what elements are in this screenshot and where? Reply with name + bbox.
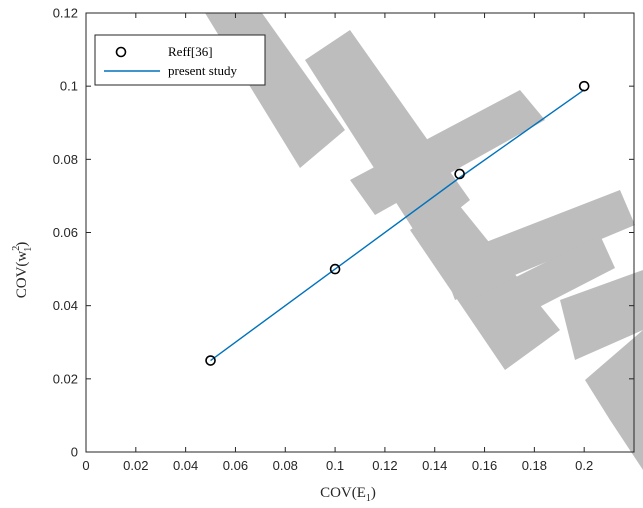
data-point-reff <box>329 263 341 275</box>
watermark-band-6 <box>560 270 643 360</box>
x-tick-label: 0.02 <box>123 458 148 473</box>
series-line-present-study <box>210 89 585 362</box>
x-axis-title: COV(E1) <box>320 485 376 504</box>
watermark-band-4 <box>440 190 635 300</box>
y-tick-label: 0.06 <box>53 225 78 240</box>
x-tick-label: 0.14 <box>422 458 447 473</box>
watermark-band-5 <box>470 235 615 335</box>
x-tick-label: 0.2 <box>575 458 593 473</box>
legend-label-reff: Reff[36] <box>168 44 213 59</box>
watermark-band-2 <box>350 90 545 215</box>
watermark-band-7 <box>585 330 643 470</box>
x-tick-label: 0.12 <box>372 458 397 473</box>
x-tick-label: 0.16 <box>472 458 497 473</box>
data-point-reff <box>578 80 590 92</box>
y-tick-label: 0 <box>71 445 78 460</box>
x-tick-label: 0.06 <box>223 458 248 473</box>
series-layer <box>205 80 590 366</box>
legend-box <box>94 34 266 86</box>
legend: Reff[36] present study <box>94 34 266 86</box>
legend-marker-reff <box>115 46 127 58</box>
x-tick-label: 0.04 <box>173 458 198 473</box>
y-tick-label: 0.02 <box>53 371 78 386</box>
y-axis-title: COV(w21) <box>11 242 34 299</box>
y-tick-label: 0.04 <box>53 298 78 313</box>
y-tick-label: 0.08 <box>53 152 78 167</box>
x-tick-label: 0.08 <box>273 458 298 473</box>
y-tick-label: 0.12 <box>53 6 78 21</box>
x-axis: 0 0.02 0.04 0.06 0.08 0.1 0.12 0.14 0.16 0.18 0.2 <box>82 13 593 473</box>
x-tick-label: 0.18 <box>522 458 547 473</box>
y-axis: 0 0.02 0.04 0.06 0.08 0.1 0.12 <box>53 6 634 460</box>
y-tick-label: 0.1 <box>60 79 78 94</box>
watermark-band-1 <box>305 30 470 240</box>
x-tick-label: 0.1 <box>326 458 344 473</box>
data-point-reff <box>454 168 465 180</box>
data-point-reff <box>205 355 216 366</box>
x-tick-label: 0 <box>82 458 89 473</box>
legend-label-present-study: present study <box>168 63 237 78</box>
watermark <box>205 13 643 470</box>
